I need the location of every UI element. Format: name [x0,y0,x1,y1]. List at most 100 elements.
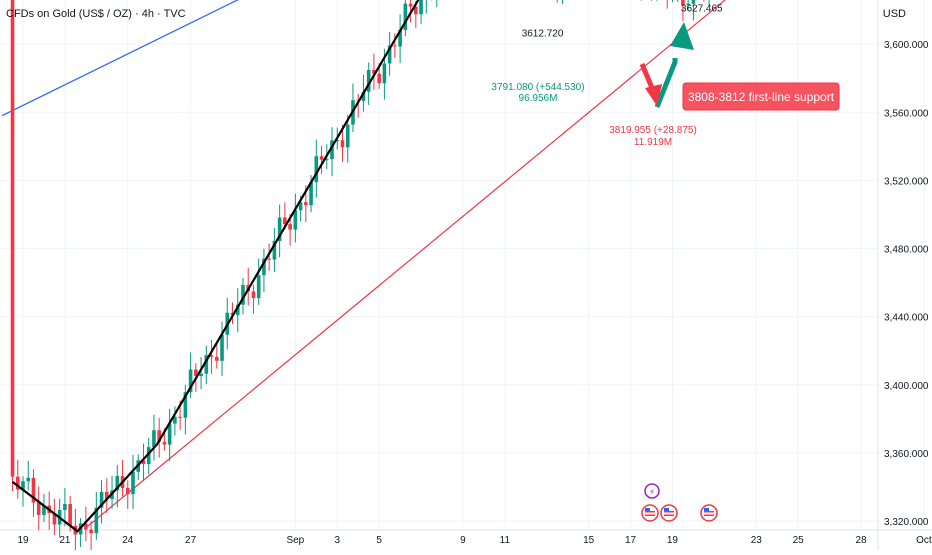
candle-body [204,355,209,374]
symbol-title[interactable]: CFDs on Gold (US$ / OZ) · 4h · TVC [6,8,186,20]
flag-stripe [645,511,655,513]
candle-body [125,487,130,495]
candle-body [372,69,376,74]
candle-body [152,430,156,448]
candle-body [188,369,193,393]
y-tick-label: 3,320.000 [884,517,929,528]
symbol-name: CFDs on Gold (US$ / OZ) [6,8,132,20]
candle-body [178,416,182,418]
candle-body [340,140,345,148]
candle-body [99,491,104,508]
lower-support-trendline [85,0,726,529]
candle-body [382,63,387,84]
candle-body [241,284,245,305]
candle-body [141,460,146,465]
zigzag-pattern-line [11,0,420,533]
pivot-label: 3612.720 [522,28,564,39]
candle-body [293,210,298,230]
candle-body [214,356,219,361]
x-tick-label: 25 [793,535,805,546]
candle-body [403,3,408,30]
currency-label[interactable]: USD [882,8,906,20]
candle-body [105,491,109,499]
candle-body [335,140,340,142]
candle-body [10,0,15,477]
x-tick-label: 9 [460,535,466,546]
us-flag-icon [660,504,678,522]
candle-body [235,304,240,316]
candle-body [408,3,413,7]
flag-canton [664,508,669,511]
interval-label: 4h [141,8,154,20]
flag-stripe [645,514,655,516]
candle-body [283,217,287,225]
lightning-icon [644,483,660,499]
candle-body [84,523,88,530]
candle-body [414,6,418,15]
candle-body [298,202,303,211]
candle-body [319,156,324,160]
candle-body [115,476,120,491]
x-tick-label: 17 [625,535,637,546]
measurement-label-red: 3819.955 (+28.875) [609,125,697,136]
up-arrow-icon [670,22,694,50]
flag-stripe [664,511,674,513]
candle-body [220,334,224,361]
candle-body [15,476,20,490]
flag-canton [645,508,650,511]
candle-body [398,29,402,47]
candle-body [68,504,72,526]
candle-body [63,504,67,510]
candle-body [194,369,198,376]
candle-body [272,240,277,260]
lightning-icon-glyph: ⚡ [649,487,655,497]
candle-body [345,124,350,148]
title-separator: · [134,8,142,20]
source-label: TVC [163,8,186,20]
candle-body [681,0,685,6]
x-tick-label: 19 [667,535,679,546]
support-callout-text: 3808-3812 first-line support [688,90,835,104]
x-tick-label: 21 [59,535,71,546]
candle-body [162,441,167,445]
candle-body [52,513,57,525]
x-tick-label: 24 [122,535,134,546]
x-tick-label: Sep [286,535,304,546]
candle-body [157,430,161,442]
candle-body [309,182,313,206]
candle-body [94,507,99,534]
candle-body [361,91,366,101]
candle-body [304,202,308,206]
y-tick-label: 3,440.000 [884,313,929,324]
us-flag-icon [641,504,659,522]
candle-body [262,258,266,276]
candle-body [330,140,334,160]
candle-body [377,73,381,84]
candle-body [131,471,135,495]
x-tick-label: 27 [185,535,197,546]
pivot-label: 3627.465 [681,3,723,14]
candle-body [277,217,282,241]
x-tick-label: 3 [334,535,340,546]
candle-body [419,0,423,15]
candle-body [288,224,292,230]
candle-body [21,481,25,490]
candle-body [324,159,329,161]
x-tick-label: 23 [751,535,763,546]
flag-canton [704,508,709,511]
up-arrow-shaft [654,58,678,108]
x-tick-label: 19 [17,535,29,546]
measurement-volume-green: 96.956M [519,93,558,104]
candle-body [691,0,696,4]
candle-body [387,45,392,64]
measurement-label-green: 3791.080 (+544.530) [491,82,584,93]
upper-channel-trendline [1,0,239,117]
x-tick-label: 11 [500,535,511,546]
candle-body [183,392,188,418]
candle-body [314,156,319,183]
down-arrow-icon [645,84,662,106]
y-tick-label: 3,560.000 [884,108,929,119]
candle-body [267,258,271,260]
